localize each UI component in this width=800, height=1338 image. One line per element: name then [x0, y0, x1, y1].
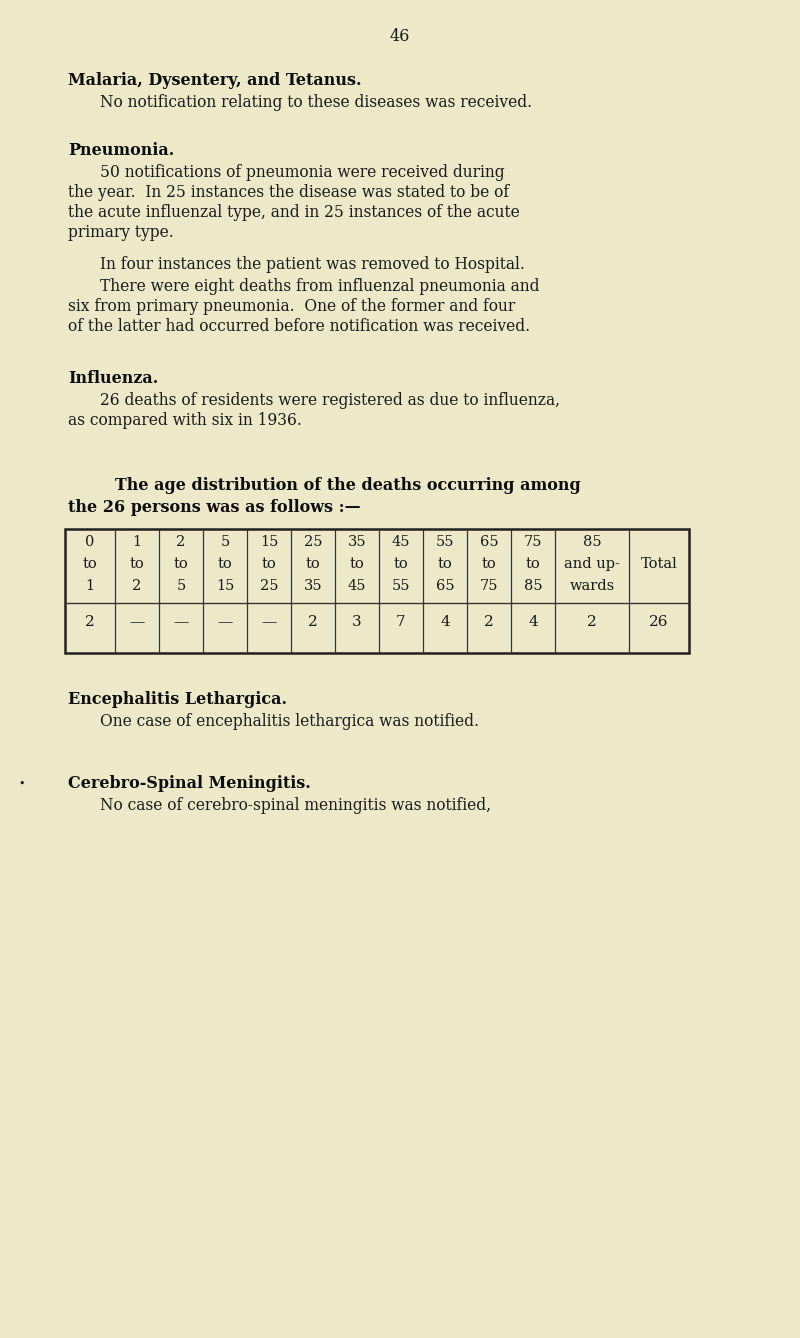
Text: —: — [130, 615, 145, 629]
Text: to: to [526, 557, 540, 571]
Text: —: — [218, 615, 233, 629]
Text: to: to [174, 557, 188, 571]
Text: 55: 55 [392, 579, 410, 593]
Text: 75: 75 [480, 579, 498, 593]
Text: 5: 5 [176, 579, 186, 593]
Text: 35: 35 [304, 579, 322, 593]
Text: to: to [482, 557, 496, 571]
Text: 4: 4 [440, 615, 450, 629]
Text: —: — [174, 615, 189, 629]
Text: and up-: and up- [564, 557, 620, 571]
Text: •: • [18, 779, 26, 789]
Text: Influenza.: Influenza. [68, 371, 158, 387]
Text: 4: 4 [528, 615, 538, 629]
Text: of the latter had occurred before notification was received.: of the latter had occurred before notifi… [68, 318, 530, 334]
Text: Malaria, Dysentery, and Tetanus.: Malaria, Dysentery, and Tetanus. [68, 72, 362, 90]
Text: 55: 55 [436, 535, 454, 549]
Text: One case of encephalitis lethargica was notified.: One case of encephalitis lethargica was … [100, 713, 479, 731]
Text: 45: 45 [348, 579, 366, 593]
Text: 65: 65 [480, 535, 498, 549]
Text: —: — [262, 615, 277, 629]
Text: 50 notifications of pneumonia were received during: 50 notifications of pneumonia were recei… [100, 165, 505, 181]
Text: six from primary pneumonia.  One of the former and four: six from primary pneumonia. One of the f… [68, 298, 515, 314]
Text: 85: 85 [582, 535, 602, 549]
Text: 2: 2 [85, 615, 95, 629]
Text: 15: 15 [260, 535, 278, 549]
Text: 45: 45 [392, 535, 410, 549]
Text: to: to [350, 557, 364, 571]
Text: to: to [438, 557, 452, 571]
Text: No notification relating to these diseases was received.: No notification relating to these diseas… [100, 94, 532, 111]
Text: 1: 1 [133, 535, 142, 549]
Text: the acute influenzal type, and in 25 instances of the acute: the acute influenzal type, and in 25 ins… [68, 203, 520, 221]
Text: 75: 75 [524, 535, 542, 549]
Text: 15: 15 [216, 579, 234, 593]
Text: 2: 2 [484, 615, 494, 629]
Text: to: to [218, 557, 232, 571]
Text: 26 deaths of residents were registered as due to influenza,: 26 deaths of residents were registered a… [100, 392, 560, 409]
Text: to: to [394, 557, 408, 571]
Text: Pneumonia.: Pneumonia. [68, 142, 174, 159]
Text: wards: wards [570, 579, 614, 593]
Text: as compared with six in 1936.: as compared with six in 1936. [68, 412, 302, 429]
Text: 7: 7 [396, 615, 406, 629]
Text: the year.  In 25 instances the disease was stated to be of: the year. In 25 instances the disease wa… [68, 185, 509, 201]
Text: The age distribution of the deaths occurring among: The age distribution of the deaths occur… [115, 478, 581, 494]
Bar [65, 529, 689, 653]
Text: Total: Total [641, 557, 678, 571]
Text: 2: 2 [308, 615, 318, 629]
Text: to: to [262, 557, 276, 571]
Text: 2: 2 [132, 579, 142, 593]
Text: 0: 0 [86, 535, 94, 549]
Text: 3: 3 [352, 615, 362, 629]
Text: 35: 35 [348, 535, 366, 549]
Text: 1: 1 [86, 579, 94, 593]
Text: There were eight deaths from influenzal pneumonia and: There were eight deaths from influenzal … [100, 278, 539, 294]
Text: 2: 2 [587, 615, 597, 629]
Text: to: to [130, 557, 144, 571]
Text: 5: 5 [220, 535, 230, 549]
Text: to: to [82, 557, 98, 571]
Text: Cerebro-Spinal Meningitis.: Cerebro-Spinal Meningitis. [68, 775, 310, 792]
Text: In four instances the patient was removed to Hospital.: In four instances the patient was remove… [100, 256, 525, 273]
Text: the 26 persons was as follows :—: the 26 persons was as follows :— [68, 499, 361, 516]
Text: 85: 85 [524, 579, 542, 593]
Text: No case of cerebro-spinal meningitis was notified,: No case of cerebro-spinal meningitis was… [100, 797, 491, 814]
Text: Encephalitis Lethargica.: Encephalitis Lethargica. [68, 690, 287, 708]
Text: primary type.: primary type. [68, 223, 174, 241]
Text: 65: 65 [436, 579, 454, 593]
Text: 25: 25 [260, 579, 278, 593]
Text: 26: 26 [650, 615, 669, 629]
Text: to: to [306, 557, 320, 571]
Text: 46: 46 [390, 28, 410, 45]
Text: 2: 2 [176, 535, 186, 549]
Text: 25: 25 [304, 535, 322, 549]
